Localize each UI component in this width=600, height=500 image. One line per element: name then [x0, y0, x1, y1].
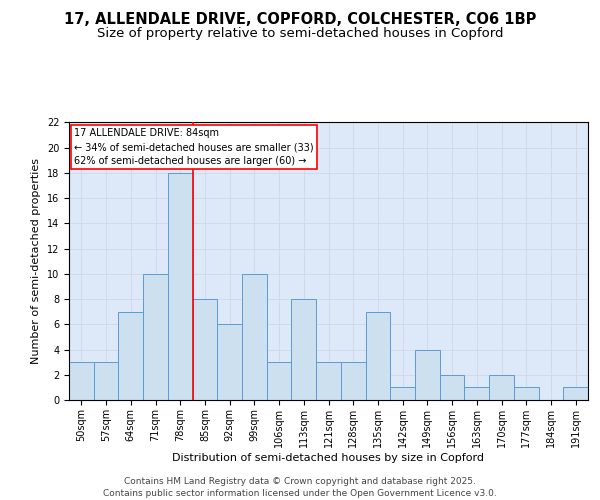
Y-axis label: Number of semi-detached properties: Number of semi-detached properties — [31, 158, 41, 364]
Bar — [94, 362, 118, 400]
Text: 17 ALLENDALE DRIVE: 84sqm
← 34% of semi-detached houses are smaller (33)
62% of : 17 ALLENDALE DRIVE: 84sqm ← 34% of semi-… — [74, 128, 314, 166]
Bar — [390, 388, 415, 400]
Bar — [217, 324, 242, 400]
Bar — [118, 312, 143, 400]
Bar — [292, 299, 316, 400]
Bar — [489, 375, 514, 400]
Bar — [168, 173, 193, 400]
Bar — [341, 362, 365, 400]
Bar — [316, 362, 341, 400]
Bar — [242, 274, 267, 400]
Text: Contains HM Land Registry data © Crown copyright and database right 2025.
Contai: Contains HM Land Registry data © Crown c… — [103, 476, 497, 498]
Bar — [365, 312, 390, 400]
Bar — [514, 388, 539, 400]
X-axis label: Distribution of semi-detached houses by size in Copford: Distribution of semi-detached houses by … — [173, 452, 485, 462]
Text: Size of property relative to semi-detached houses in Copford: Size of property relative to semi-detach… — [97, 28, 503, 40]
Bar — [464, 388, 489, 400]
Bar — [193, 299, 217, 400]
Bar — [415, 350, 440, 400]
Bar — [440, 375, 464, 400]
Bar — [267, 362, 292, 400]
Text: 17, ALLENDALE DRIVE, COPFORD, COLCHESTER, CO6 1BP: 17, ALLENDALE DRIVE, COPFORD, COLCHESTER… — [64, 12, 536, 26]
Bar — [143, 274, 168, 400]
Bar — [69, 362, 94, 400]
Bar — [563, 388, 588, 400]
